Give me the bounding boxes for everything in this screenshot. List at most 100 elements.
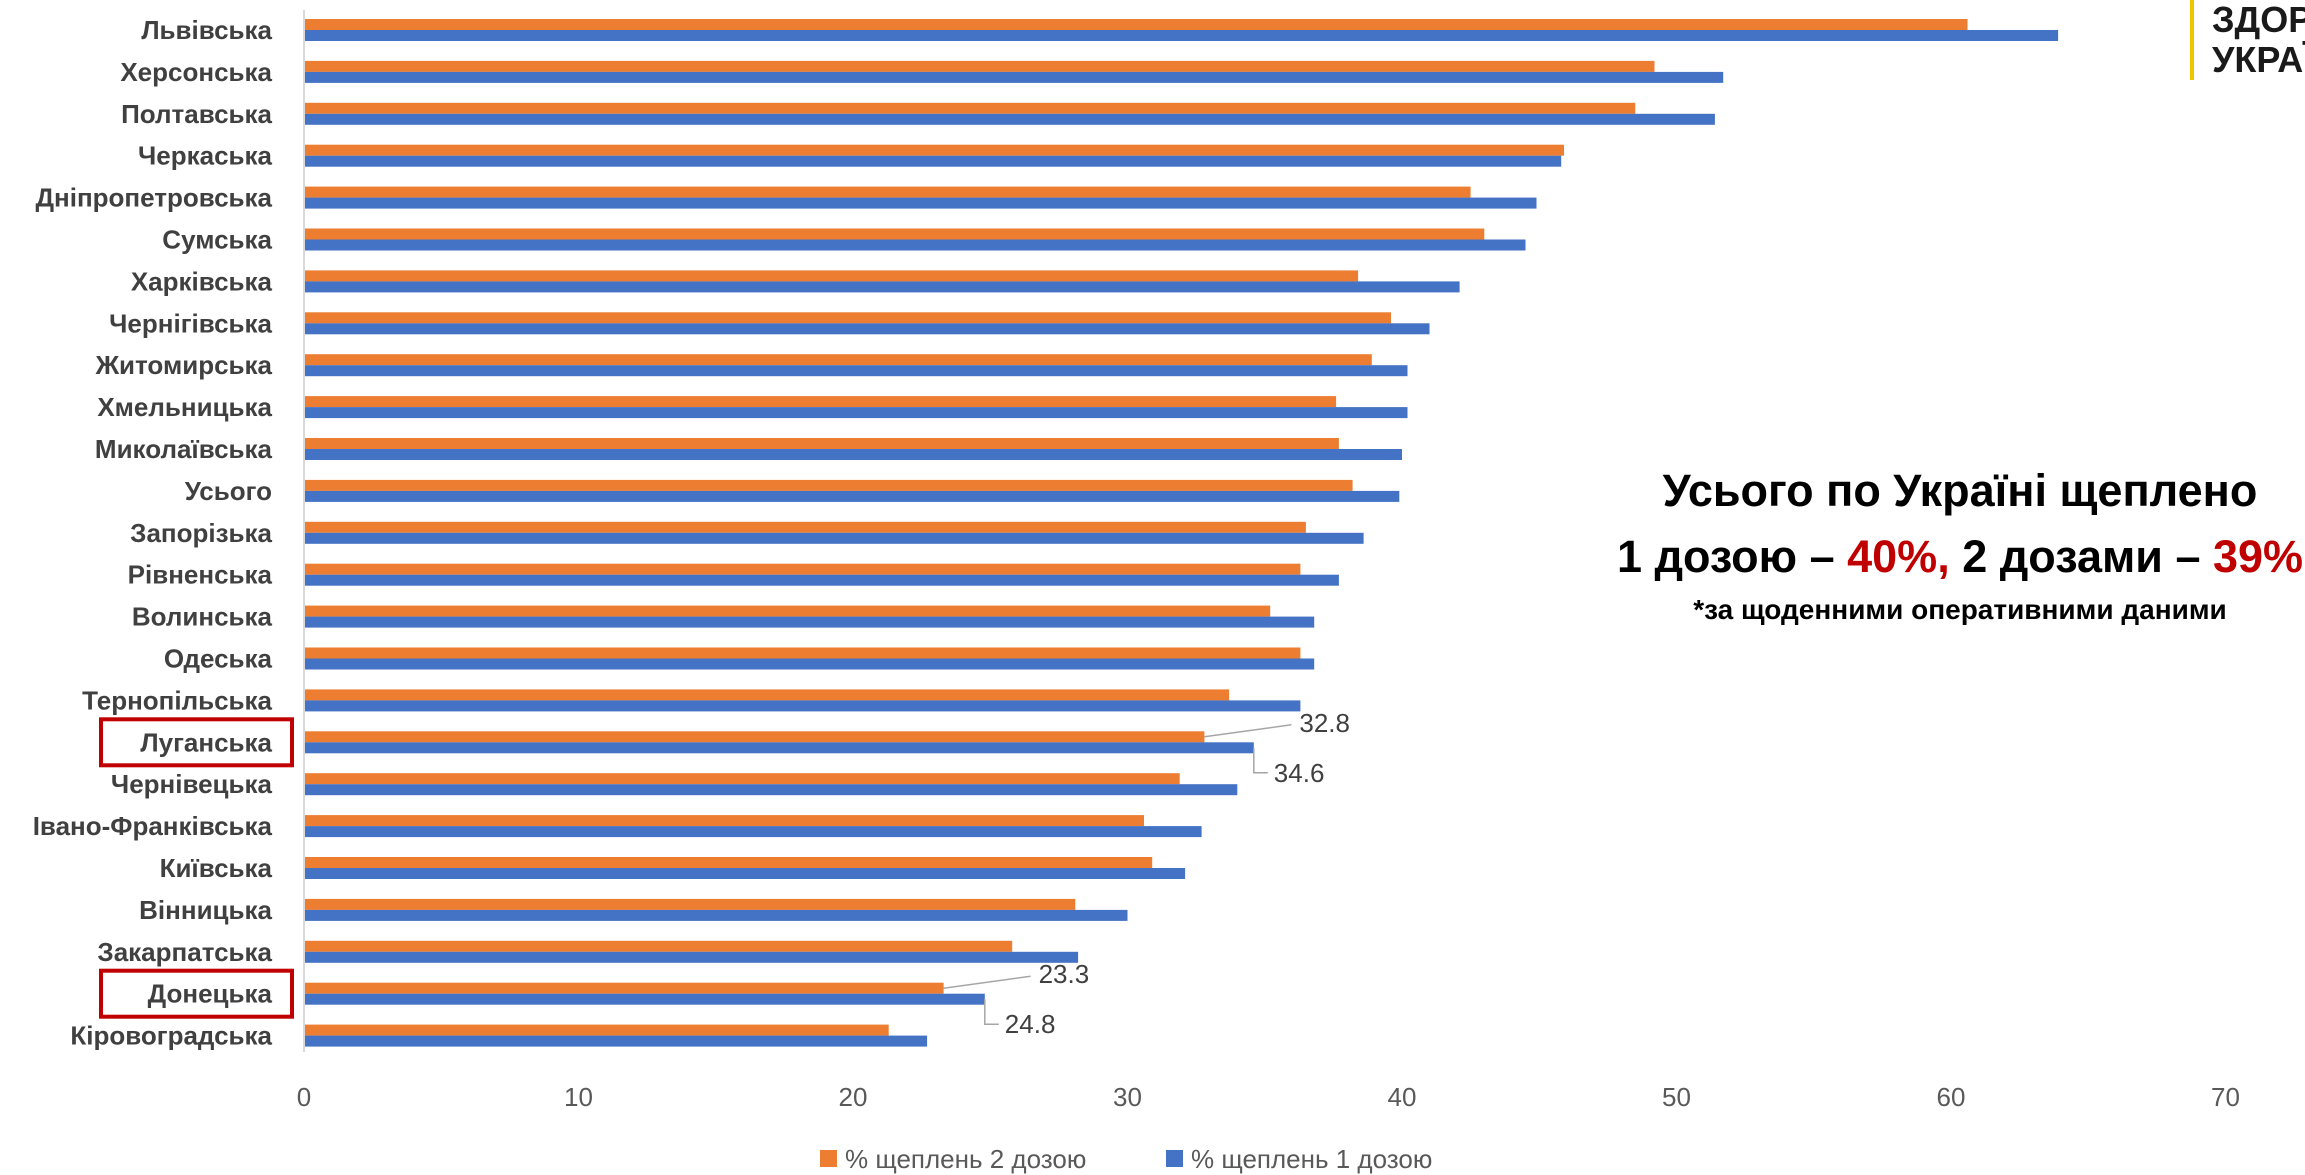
data-label-leader	[943, 975, 1031, 989]
bar-dose1	[304, 113, 1715, 125]
x-tick-label: 40	[1388, 1082, 1417, 1112]
category-label: Донецька	[148, 979, 273, 1009]
bar-dose1	[304, 868, 1186, 879]
bar-dose1	[304, 323, 1430, 335]
category-label: Дніпропетровська	[36, 183, 273, 213]
bar-dose2	[304, 605, 1271, 617]
category-label: Одеська	[164, 644, 273, 674]
bar-dose1	[304, 281, 1460, 293]
bar-dose2	[304, 857, 1153, 868]
category-label: Житомирська	[95, 350, 273, 380]
bar-dose2	[304, 312, 1391, 324]
summary-title: Усього по Україні щеплено	[1662, 465, 2258, 516]
bar-dose2	[304, 19, 1968, 30]
bar-dose1	[304, 1035, 928, 1047]
category-label: Івано-Франківська	[33, 811, 273, 841]
logo-line-1: ЗДОРО	[2212, 0, 2305, 40]
category-label: Волинська	[132, 602, 273, 632]
bar-dose1	[304, 407, 1408, 419]
bar-dose2	[304, 521, 1306, 533]
bar-dose2	[304, 689, 1230, 701]
legend-label: % щеплень 2 дозою	[845, 1144, 1086, 1174]
bar-dose1	[304, 490, 1400, 502]
bar-dose2	[304, 144, 1564, 156]
category-label: Київська	[160, 853, 273, 883]
vaccination-summary: Усього по Україні щеплено 1 дозою – 40%,…	[1560, 458, 2305, 630]
summary-footnote: *за щоденними оперативними даними	[1693, 594, 2227, 625]
bar-dose1	[304, 155, 1562, 167]
data-label: 34.6	[1274, 758, 1325, 788]
bar-dose1	[304, 951, 1079, 963]
category-label: Закарпатська	[97, 937, 272, 967]
category-label: Полтавська	[121, 99, 272, 129]
logo-line-2: УКРАЇН	[2212, 39, 2305, 80]
legend-label: % щеплень 1 дозою	[1191, 1144, 1432, 1174]
bar-dose2	[304, 102, 1636, 114]
category-label: Рівненська	[128, 560, 273, 590]
category-label: Чернівецька	[111, 769, 273, 799]
bar-dose1	[304, 909, 1128, 921]
bar-dose2	[304, 228, 1485, 240]
ministry-logo: ЗДОРО УКРАЇН	[2190, 0, 2305, 80]
category-label: Усього	[185, 476, 272, 506]
bar-dose1	[304, 784, 1238, 796]
category-label: Миколаївська	[95, 434, 273, 464]
bar-dose2	[304, 438, 1339, 449]
x-tick-label: 10	[564, 1082, 593, 1112]
category-label: Харківська	[131, 266, 273, 296]
bar-dose1	[304, 993, 985, 1005]
category-label: Львівська	[141, 15, 272, 45]
data-label: 23.3	[1039, 959, 1090, 989]
bar-dose2	[304, 815, 1144, 827]
bar-dose2	[304, 773, 1180, 785]
bar-dose1	[304, 574, 1339, 586]
data-label: 32.8	[1299, 708, 1350, 738]
x-tick-label: 20	[839, 1082, 868, 1112]
category-label: Тернопільська	[82, 685, 272, 715]
summary-doses: 1 дозою – 40%, 2 дозами – 39%	[1560, 524, 2305, 590]
bar-dose2	[304, 270, 1359, 282]
category-label: Луганська	[140, 727, 272, 757]
bar-dose2	[304, 563, 1301, 575]
x-tick-label: 70	[2211, 1082, 2240, 1112]
x-tick-label: 60	[1937, 1082, 1966, 1112]
bar-dose1	[304, 197, 1537, 209]
bar-dose2	[304, 898, 1076, 910]
bar-dose1	[304, 658, 1315, 670]
bar-dose1	[304, 616, 1315, 628]
data-label-leader	[1204, 724, 1292, 738]
bar-dose1	[304, 71, 1724, 83]
category-label: Херсонська	[120, 57, 272, 87]
bar-dose2	[304, 354, 1372, 366]
bar-dose1	[304, 239, 1526, 251]
legend-swatch	[820, 1150, 837, 1167]
category-label: Чернігівська	[109, 308, 272, 338]
bar-dose2	[304, 1024, 889, 1036]
summary-dose1-value: 40%,	[1847, 531, 1950, 582]
highlight-box	[99, 968, 294, 1019]
bar-dose1	[304, 742, 1254, 754]
bar-dose2	[304, 186, 1471, 198]
bar-dose2	[304, 396, 1337, 408]
bar-dose1	[304, 532, 1364, 544]
bar-dose2	[304, 940, 1013, 952]
bar-dose1	[304, 449, 1402, 460]
bar-dose2	[304, 731, 1205, 743]
summary-dose2-label: 2 дозами –	[1949, 531, 2213, 582]
bar-dose1	[304, 365, 1408, 377]
summary-dose2-value: 39%	[2212, 531, 2304, 582]
bar-dose1	[304, 30, 2059, 41]
category-label: Вінницька	[139, 895, 272, 925]
category-label: Кіровоградська	[70, 1021, 272, 1051]
bar-dose1	[304, 826, 1202, 838]
bar-dose2	[304, 60, 1655, 72]
bar-dose2	[304, 982, 944, 994]
category-label: Хмельницька	[97, 392, 272, 422]
category-label: Запорізька	[130, 518, 272, 548]
data-label-leader	[1253, 747, 1268, 774]
category-label: Черкаська	[138, 141, 273, 171]
x-tick-label: 50	[1662, 1082, 1691, 1112]
x-tick-label: 30	[1113, 1082, 1142, 1112]
bar-dose2	[304, 479, 1353, 491]
